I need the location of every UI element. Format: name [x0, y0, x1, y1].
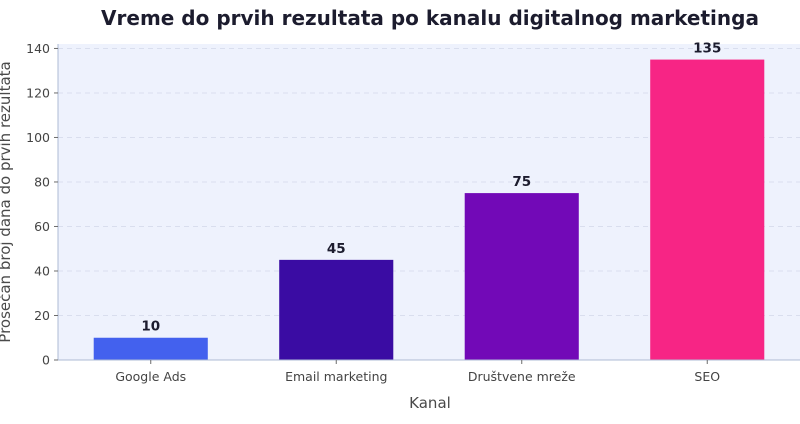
y-tick-label: 60 [34, 219, 50, 234]
y-axis-label: Prosečan broj dana do prvih rezultata [0, 61, 14, 342]
data-label: 10 [141, 319, 160, 335]
x-tick-label: Google Ads [115, 369, 186, 384]
data-labels: 10 45 75 135 [141, 41, 721, 335]
bar [464, 193, 579, 360]
y-tick-label: 0 [42, 353, 50, 368]
y-tick-label: 40 [34, 263, 50, 278]
chart-title: Vreme do prvih rezultata po kanalu digit… [101, 6, 759, 30]
data-label: 75 [512, 174, 531, 190]
x-axis-label: Kanal [409, 394, 451, 412]
y-tick-label: 80 [34, 174, 50, 189]
x-tick-label: Društvene mreže [468, 369, 576, 384]
x-axis-ticks: Google Ads Email marketing Društvene mreže… [115, 360, 720, 384]
bars [93, 59, 765, 361]
bar [650, 59, 765, 361]
y-tick-label: 140 [26, 41, 50, 56]
y-tick-label: 120 [26, 85, 50, 100]
y-tick-label: 20 [34, 308, 50, 323]
x-tick-label: Email marketing [285, 369, 387, 384]
bar [279, 259, 394, 360]
data-label: 135 [693, 41, 721, 57]
x-tick-label: SEO [694, 369, 720, 384]
data-label: 45 [327, 241, 346, 257]
y-tick-label: 100 [26, 130, 50, 145]
y-axis-ticks: 0 20 40 60 80 100 120 140 [26, 41, 58, 368]
grid-lines [58, 47, 800, 316]
bar [93, 337, 208, 360]
